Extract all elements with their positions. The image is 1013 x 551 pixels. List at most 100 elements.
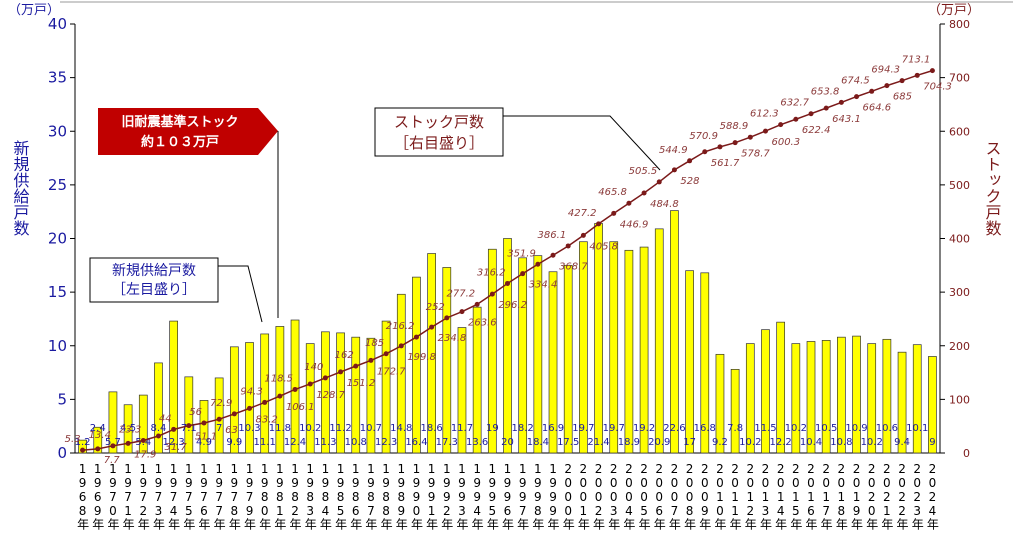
bar-value-label: 9.9 <box>226 437 242 448</box>
x-tick-label: 2002年 <box>592 462 606 530</box>
bar-value-label: 17.3 <box>436 437 458 448</box>
stock-value-label: 199.8 <box>407 352 436 363</box>
bar-value-label: 18.2 <box>512 423 534 434</box>
stock-point <box>884 83 890 89</box>
bar-value-label: 10.7 <box>360 423 382 434</box>
x-tick-label: 2008年 <box>683 462 697 530</box>
x-tick-label: 2022年 <box>895 462 909 530</box>
stock-value-label: 7.7 <box>104 455 121 466</box>
stock-value-label: 570.9 <box>689 131 718 142</box>
x-tick-label: 2004年 <box>622 462 636 530</box>
stock-point <box>565 243 571 249</box>
bar-value-label: 10.1 <box>906 423 928 434</box>
y2-tick-label: 700 <box>949 72 970 85</box>
stock-value-label: 140 <box>304 362 323 373</box>
stock-value-label: 561.7 <box>711 158 740 169</box>
stock-value-label: 544.9 <box>659 145 688 156</box>
x-tick-label: 1987年 <box>364 462 378 530</box>
stock-point <box>611 210 617 216</box>
bar <box>351 336 361 454</box>
bar <box>563 264 573 454</box>
stock-note-box <box>374 107 504 157</box>
bar-value-label: 10.2 <box>785 423 807 434</box>
bar-value-label: 10.2 <box>299 423 321 434</box>
x-tick-label: 2007年 <box>667 462 681 530</box>
y-tick-label: 20 <box>48 230 67 248</box>
y2-label: ストック戸数 <box>983 140 1002 236</box>
stock-note: ［右目盛り］ <box>394 134 484 152</box>
stock-value-label: 578.7 <box>741 149 770 160</box>
x-tick-label: 2018年 <box>834 462 848 530</box>
stock-point <box>550 252 556 258</box>
stock-value-label: 106.1 <box>286 402 315 413</box>
bar <box>654 228 664 454</box>
stock-value-label: 694.3 <box>871 65 900 76</box>
stock-point <box>338 369 344 375</box>
stock-value-label: 612.3 <box>750 109 779 120</box>
x-tick-label: 1972年 <box>136 462 150 530</box>
stock-point <box>929 68 935 74</box>
stock-value-label: 588.9 <box>720 121 749 132</box>
x-tick-label: 1979年 <box>243 462 257 530</box>
y-label: 新規供給戸数 <box>11 140 30 236</box>
stock-value-label: 151.2 <box>347 378 376 389</box>
supply-note-box <box>89 257 219 303</box>
bar-value-label: 10.8 <box>830 437 852 448</box>
stock-point <box>444 315 450 321</box>
bar-value-label: 18.9 <box>618 437 640 448</box>
stock-point <box>914 72 920 78</box>
stock-value-label: 368.7 <box>559 261 588 272</box>
stock-point <box>732 140 738 146</box>
y-tick-label: 0 <box>57 444 67 462</box>
bar-value-label: 9 <box>929 437 935 448</box>
bar <box>533 255 543 454</box>
x-tick-label: 1997年 <box>516 462 530 530</box>
y-tick-label: 15 <box>48 283 67 301</box>
stock-point <box>717 144 723 150</box>
stock-value-label: 664.6 <box>863 103 892 114</box>
bar <box>503 238 512 454</box>
stock-value-label: 63 <box>225 425 238 436</box>
stock-point <box>307 381 313 387</box>
stock-point <box>398 343 404 349</box>
bar-value-label: 13.6 <box>466 437 488 448</box>
bar-value-label: 14.8 <box>390 423 412 434</box>
x-tick-label: 1994年 <box>470 462 484 530</box>
bar <box>867 343 877 454</box>
bar-value-label: 4.5 <box>120 423 136 434</box>
stock-value-label: 484.8 <box>650 199 679 210</box>
stock-point <box>687 158 693 164</box>
bar <box>715 353 725 454</box>
bar <box>123 404 133 454</box>
x-tick-label: 2000年 <box>561 462 575 530</box>
x-tick-label: 1989年 <box>394 462 408 530</box>
bar <box>745 343 755 454</box>
bar <box>412 276 421 454</box>
y-tick-label: 30 <box>48 122 67 140</box>
stock-point <box>823 105 829 111</box>
stock-point <box>505 280 510 286</box>
bar <box>472 306 482 454</box>
x-tick-label: 1970年 <box>106 462 120 530</box>
stock-value-label: 162 <box>335 350 354 361</box>
stock-note-leader <box>503 115 661 171</box>
bar-value-label: 16.9 <box>542 423 564 434</box>
bar-value-label: 10.2 <box>739 437 761 448</box>
bar <box>594 223 603 454</box>
bar-value-label: 19.7 <box>572 423 594 434</box>
y2-tick-label: 600 <box>949 125 970 138</box>
y2-tick-label: 800 <box>949 18 970 31</box>
x-tick-label: 1977年 <box>212 462 226 530</box>
bar-value-label: 11.3 <box>314 437 336 448</box>
stock-value-label: 23.3 <box>119 425 141 436</box>
stock-point <box>383 351 389 357</box>
bar-value-label: 10.3 <box>238 423 260 434</box>
bar-value-label: 16.8 <box>694 423 716 434</box>
stock-value-label: 427.2 <box>568 208 597 219</box>
bar-value-label: 4.9 <box>196 437 212 448</box>
y-tick-label: 35 <box>48 69 67 87</box>
x-tick-label: 1976年 <box>197 462 211 530</box>
x-tick-label: 1996年 <box>501 462 515 530</box>
bar-value-label: 19.2 <box>633 423 655 434</box>
